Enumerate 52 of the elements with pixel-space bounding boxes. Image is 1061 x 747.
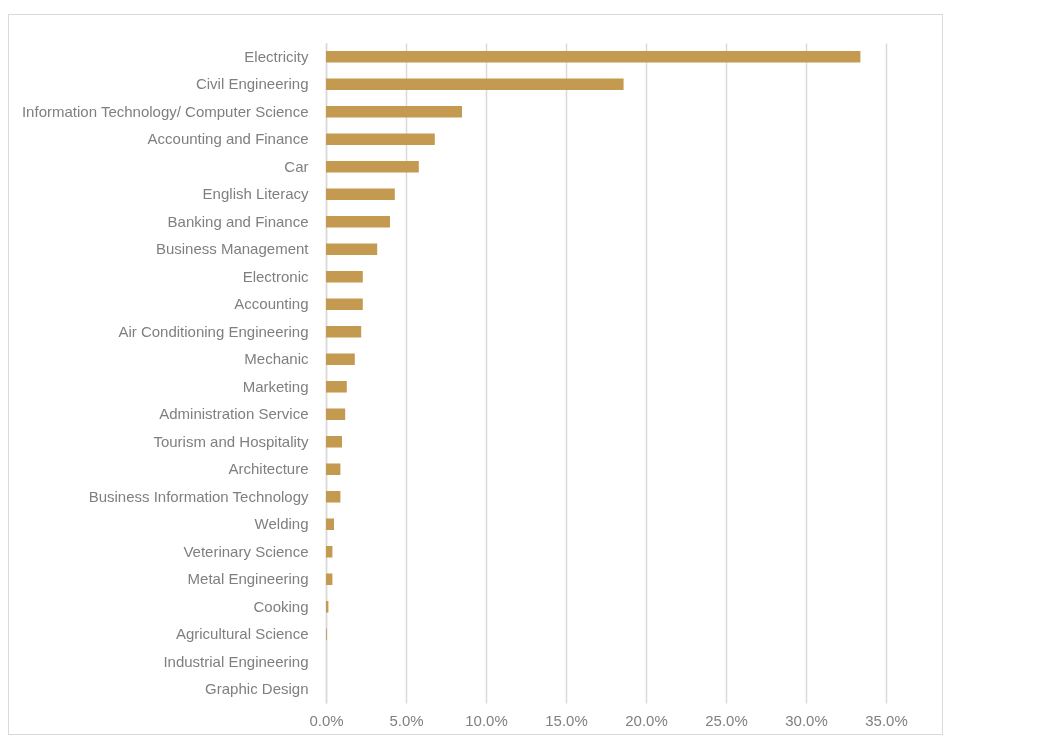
x-tick-label: 5.0%	[389, 711, 424, 729]
y-tick-label: Industrial Engineering	[163, 652, 309, 670]
bar	[326, 435, 342, 448]
bar	[326, 50, 861, 63]
bar	[326, 325, 362, 338]
y-tick-label: English Literacy	[202, 185, 309, 203]
bar	[326, 545, 333, 558]
bar	[326, 490, 341, 503]
x-tick-label: 10.0%	[465, 711, 508, 729]
y-tick-label: Electricity	[244, 47, 309, 65]
x-tick-label: 15.0%	[545, 711, 588, 729]
y-tick-label: Mechanic	[244, 350, 309, 368]
x-tick-label: 20.0%	[625, 711, 668, 729]
y-tick-label: Civil Engineering	[195, 75, 309, 93]
y-tick-label: Welding	[254, 515, 309, 533]
y-tick-label: Metal Engineering	[187, 570, 309, 588]
y-tick-label: Graphic Design	[205, 680, 309, 698]
y-tick-label: Business Information Technology	[88, 487, 309, 505]
y-tick-label: Air Conditioning Engineering	[118, 322, 309, 340]
y-tick-label: Electronic	[242, 267, 309, 285]
y-tick-label: Agricultural Science	[175, 625, 309, 643]
x-tick-label: 35.0%	[865, 711, 908, 729]
y-tick-label: Tourism and Hospitality	[153, 432, 309, 450]
y-tick-label: Business Management	[155, 240, 310, 258]
y-tick-label: Accounting	[234, 295, 309, 313]
bar	[326, 518, 334, 531]
bar	[326, 298, 363, 311]
y-tick-label: Accounting and Finance	[147, 130, 309, 148]
bar	[326, 160, 419, 173]
bar	[326, 463, 341, 476]
y-tick-label: Veterinary Science	[183, 542, 309, 560]
y-tick-label: Car	[284, 157, 309, 175]
x-tick-label: 0.0%	[309, 711, 344, 729]
bar	[326, 188, 395, 201]
bar	[326, 215, 390, 228]
bar	[326, 408, 346, 421]
bar	[326, 133, 435, 146]
bar	[326, 270, 363, 283]
bar	[326, 78, 624, 91]
y-tick-label: Banking and Finance	[167, 212, 309, 230]
x-tick-label: 25.0%	[705, 711, 748, 729]
y-tick-label: Information Technology/ Computer Science	[21, 102, 309, 120]
x-tick-label: 30.0%	[785, 711, 828, 729]
y-tick-label: Architecture	[228, 460, 309, 478]
y-tick-label: Cooking	[253, 597, 309, 615]
bar	[326, 243, 378, 256]
bar	[326, 353, 355, 366]
y-tick-label: Administration Service	[159, 405, 309, 423]
y-tick-label: Marketing	[242, 377, 309, 395]
bar	[326, 105, 462, 118]
bar	[326, 380, 347, 393]
bar	[326, 573, 333, 586]
